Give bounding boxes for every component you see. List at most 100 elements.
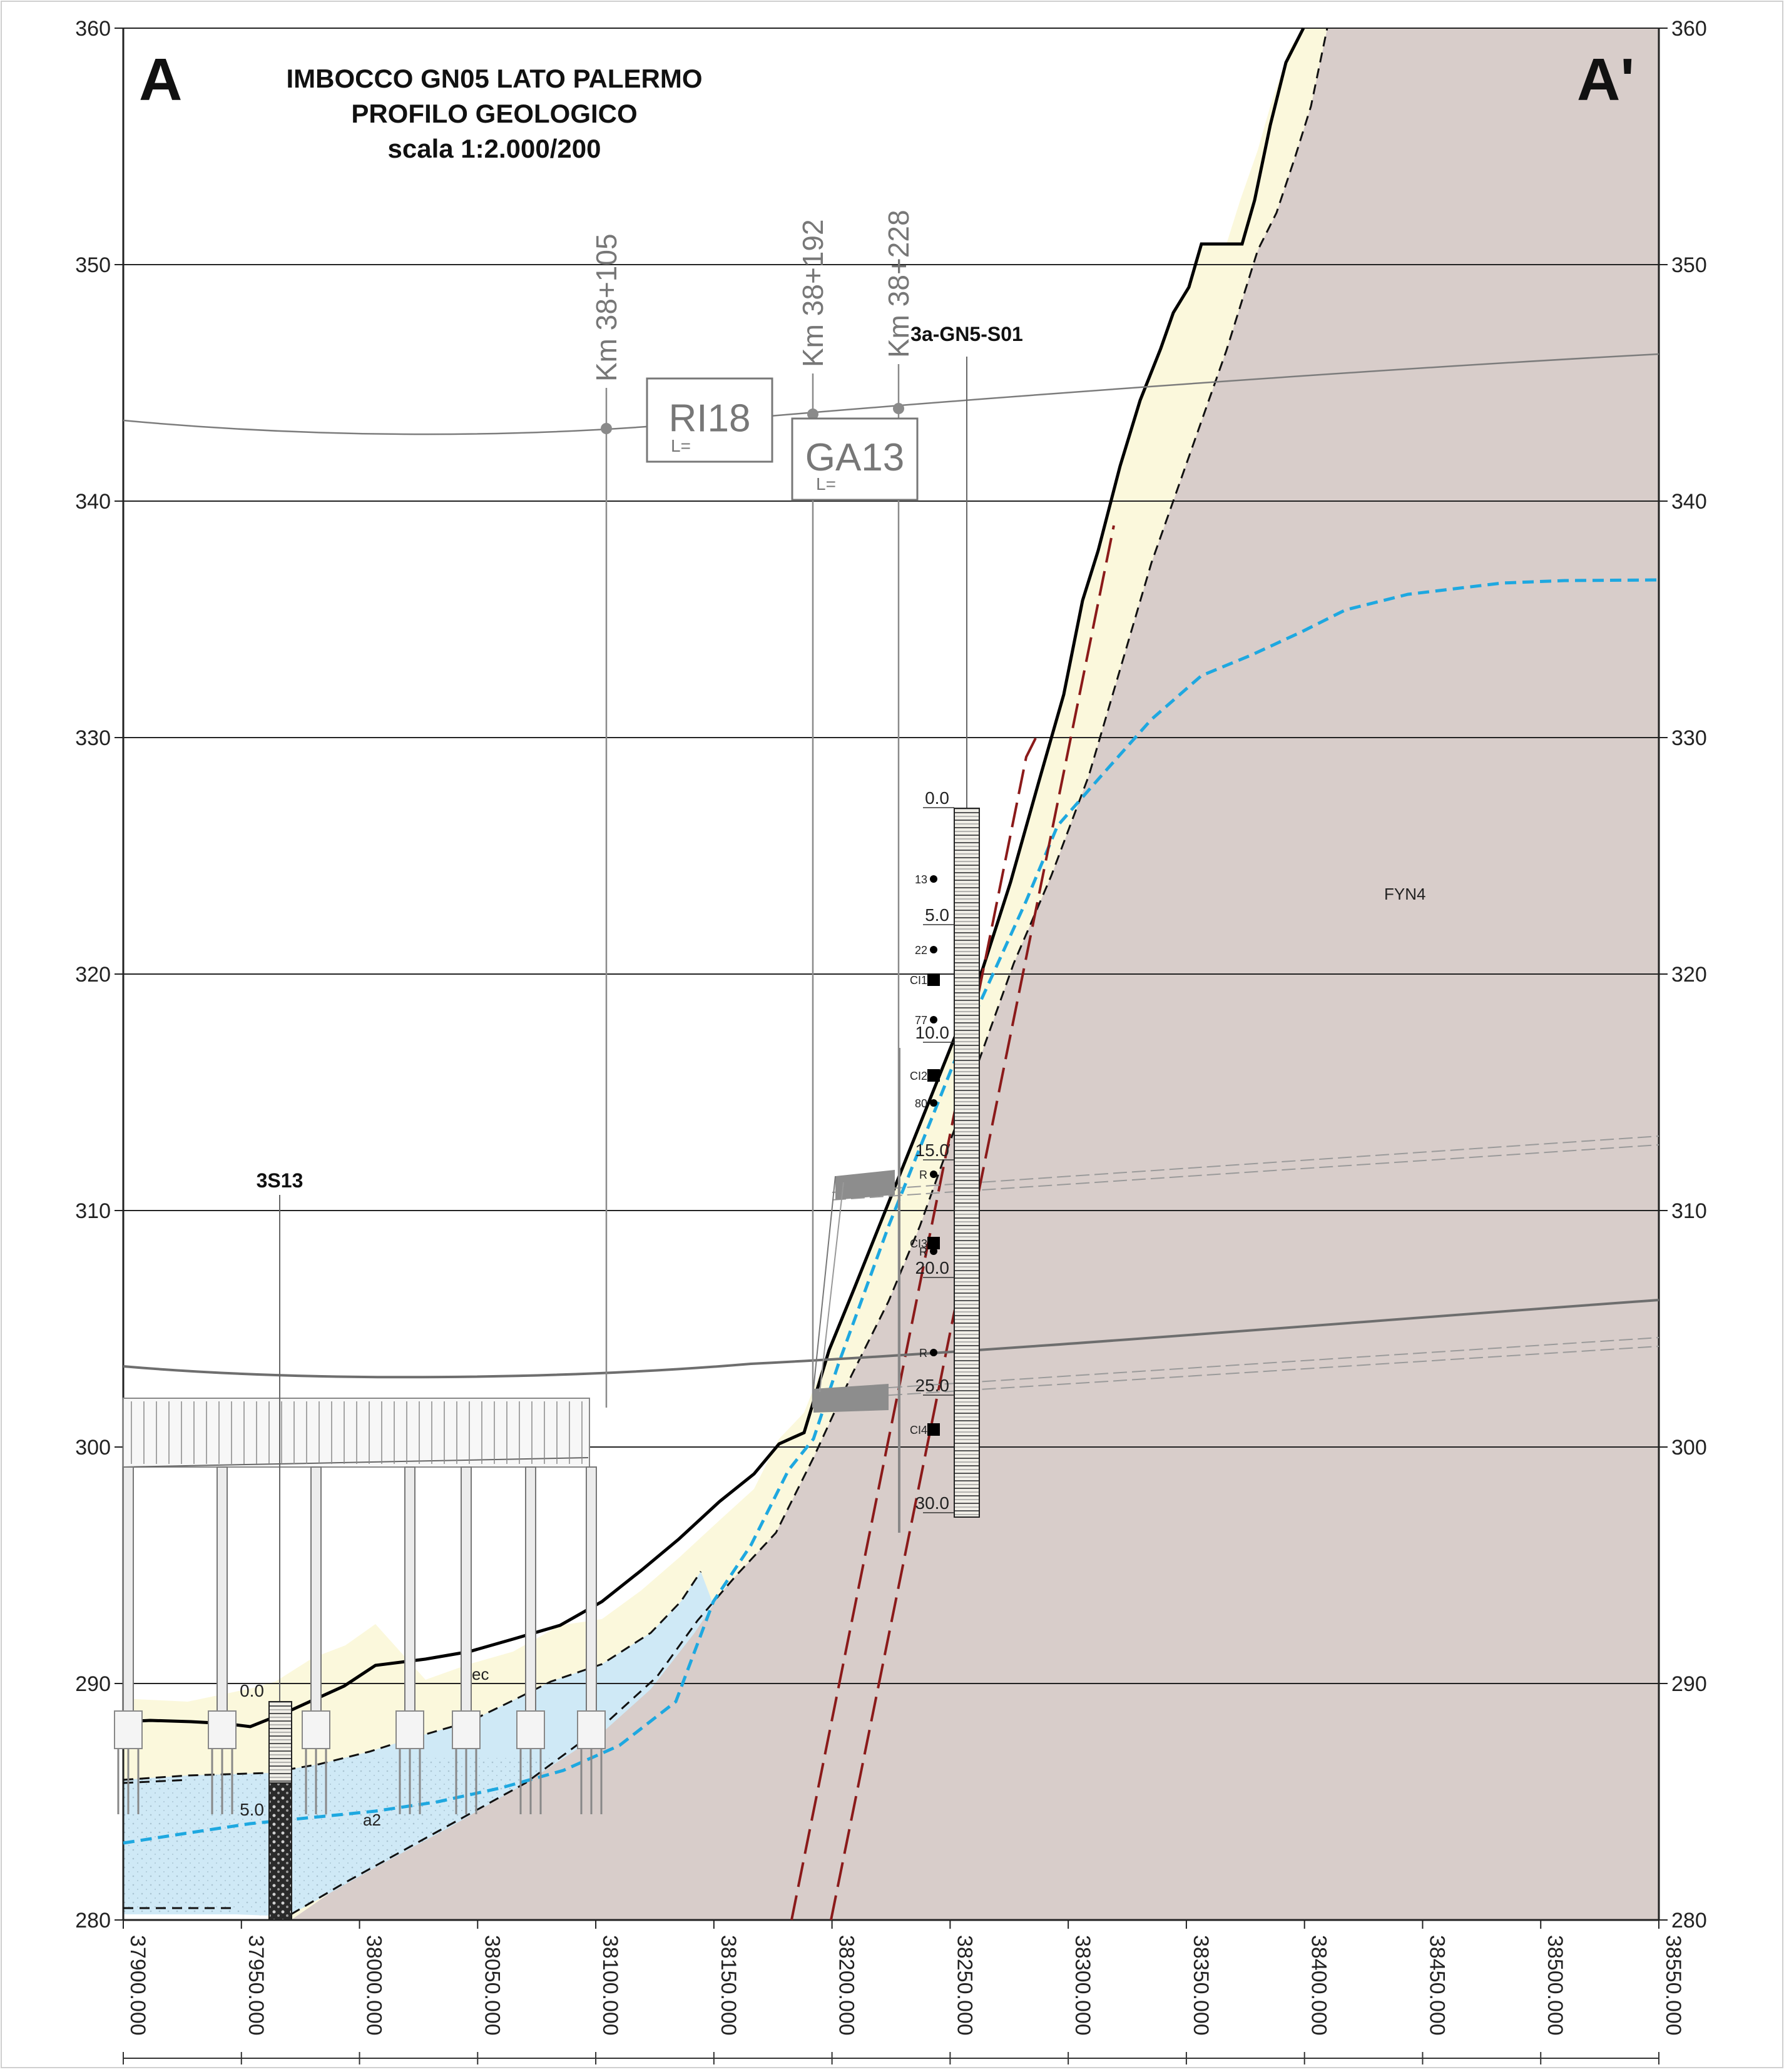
chainage-label: 38300.000 xyxy=(1071,1935,1094,2036)
test-label: R xyxy=(919,1169,927,1181)
km-marker-label: Km 38+192 xyxy=(797,219,829,367)
elevation-label-right: 330 xyxy=(1671,726,1707,750)
elevation-label-right: 290 xyxy=(1671,1672,1707,1696)
spt-marker xyxy=(930,1016,937,1023)
structure-name: GA13 xyxy=(805,436,905,479)
cover-unit-label: ec xyxy=(472,1665,489,1684)
elevation-label-right: 340 xyxy=(1671,490,1707,514)
spt-marker xyxy=(930,1349,937,1356)
viaduct-piers xyxy=(114,1466,606,1814)
section-letter-left: A xyxy=(139,46,182,113)
elevation-label-right: 350 xyxy=(1671,253,1707,277)
test-label: CI2 xyxy=(910,1070,927,1082)
borehole-depth-label: 25.0 xyxy=(915,1376,950,1395)
elevation-label-right: 310 xyxy=(1671,1199,1707,1223)
title-line-2: PROFILO GEOLOGICO xyxy=(351,99,637,128)
borehole-name: 3a-GN5-S01 xyxy=(910,323,1023,345)
elevation-label-left: 320 xyxy=(75,963,111,987)
spt-marker xyxy=(930,1247,937,1255)
test-label: CI1 xyxy=(910,974,927,987)
test-label: CI3 xyxy=(910,1237,927,1250)
viaduct-pier xyxy=(404,1466,415,1712)
borehole-column xyxy=(954,808,980,1518)
elevation-label-right: 320 xyxy=(1671,963,1707,987)
structure-name: RI18 xyxy=(669,397,751,440)
chainage-label: 38250.000 xyxy=(952,1935,976,2036)
contact-lines xyxy=(123,28,1328,1916)
sample-marker xyxy=(927,1069,940,1082)
viaduct-ribs xyxy=(131,1401,583,1464)
elevation-label-left: 330 xyxy=(75,726,111,750)
chainage-label: 38500.000 xyxy=(1543,1935,1567,2036)
elevation-label-left: 340 xyxy=(75,490,111,514)
chainage-label: 38350.000 xyxy=(1189,1935,1213,2036)
test-label: R xyxy=(919,1246,927,1258)
viaduct-pier xyxy=(123,1466,134,1712)
borehole-depth-label: 15.0 xyxy=(915,1140,950,1160)
chainage-label: 37900.000 xyxy=(126,1935,150,2036)
viaduct-pier xyxy=(217,1466,228,1712)
borehole-depth-label: 5.0 xyxy=(240,1800,264,1819)
spt-marker xyxy=(930,1171,937,1178)
borehole-depth-label: 20.0 xyxy=(915,1258,950,1277)
cover-unit-area xyxy=(123,28,1327,1920)
chainage-label: 38150.000 xyxy=(716,1935,740,2036)
chainage-label: 38000.000 xyxy=(362,1935,386,2036)
km-marker-label: Km 38+105 xyxy=(590,233,623,382)
elevation-label-left: 290 xyxy=(75,1672,111,1696)
viaduct-pier xyxy=(461,1466,472,1712)
sample-marker xyxy=(927,1423,940,1436)
elevation-label-right: 360 xyxy=(1671,17,1707,41)
elevation-label-right: 300 xyxy=(1671,1436,1707,1460)
km-marker-lines: Km 38+105 Km 38+192 Km 38+228 xyxy=(590,210,915,1408)
borehole-depth-label: 5.0 xyxy=(925,905,949,925)
structure-length: L= xyxy=(816,474,836,494)
chainage-label: 38200.000 xyxy=(835,1935,859,2036)
km-marker-dot xyxy=(893,403,904,414)
elevation-labels-left: 360 350 340 330 320 310 300 290 280 xyxy=(75,17,111,1932)
water-table-line xyxy=(123,578,1659,1845)
chainage-label: 38100.000 xyxy=(598,1935,622,2036)
borehole-depth-label: 0.0 xyxy=(240,1681,264,1700)
borehole-depth-label: 10.0 xyxy=(915,1023,950,1042)
borehole-depth-label: 0.0 xyxy=(925,788,949,808)
borehole-name: 3S13 xyxy=(257,1169,303,1192)
sample-marker xyxy=(927,973,940,986)
section-letter-right: A' xyxy=(1577,46,1634,113)
boreholes: 3S13 0.0 5.0 3a-GN5-S01 0.0 5.0 10.0 15.0 20.0 25… xyxy=(240,323,1023,1921)
bedrock-unit-label: FYN4 xyxy=(1384,885,1425,903)
km-marker-label: Km 38+228 xyxy=(882,210,915,358)
test-label: 77 xyxy=(915,1014,927,1027)
structure-box xyxy=(791,417,919,501)
chainage-label: 38400.000 xyxy=(1307,1935,1331,2036)
elevation-label-left: 310 xyxy=(75,1199,111,1223)
test-label: 80 xyxy=(915,1097,927,1110)
viaduct-pier xyxy=(525,1466,536,1712)
alluvium-unit-label: a2 xyxy=(363,1810,381,1829)
chainage-label: 38450.000 xyxy=(1425,1935,1449,2036)
structure-box xyxy=(646,377,773,463)
title-line-3: scala 1:2.000/200 xyxy=(388,134,601,163)
viaduct-pier xyxy=(586,1466,597,1712)
chainage-label: 37950.000 xyxy=(244,1935,268,2036)
ground-surface-line xyxy=(123,27,1305,1729)
chainage-axis: 37900.000 37950.000 38000.000 38050.000 3810… xyxy=(123,1920,1685,2064)
km-marker-dot xyxy=(601,423,612,434)
km-marker-dot xyxy=(807,409,818,420)
elevation-label-left: 350 xyxy=(75,253,111,277)
viaduct-pier xyxy=(310,1466,322,1712)
elevation-labels-right: 360 350 340 330 320 310 300 290 280 xyxy=(1671,17,1707,1932)
test-label: 22 xyxy=(915,944,927,957)
borehole-depth-label: 30.0 xyxy=(915,1493,950,1513)
elevation-label-left: 300 xyxy=(75,1436,111,1460)
sample-marker xyxy=(927,1237,940,1249)
test-label: 13 xyxy=(915,873,927,886)
elevation-label-left: 360 xyxy=(75,17,111,41)
chainage-label: 38050.000 xyxy=(480,1935,504,2036)
spt-marker xyxy=(930,1099,937,1107)
elevation-label-left: 280 xyxy=(75,1909,111,1932)
spt-marker xyxy=(930,875,937,883)
test-label: R xyxy=(919,1347,927,1359)
